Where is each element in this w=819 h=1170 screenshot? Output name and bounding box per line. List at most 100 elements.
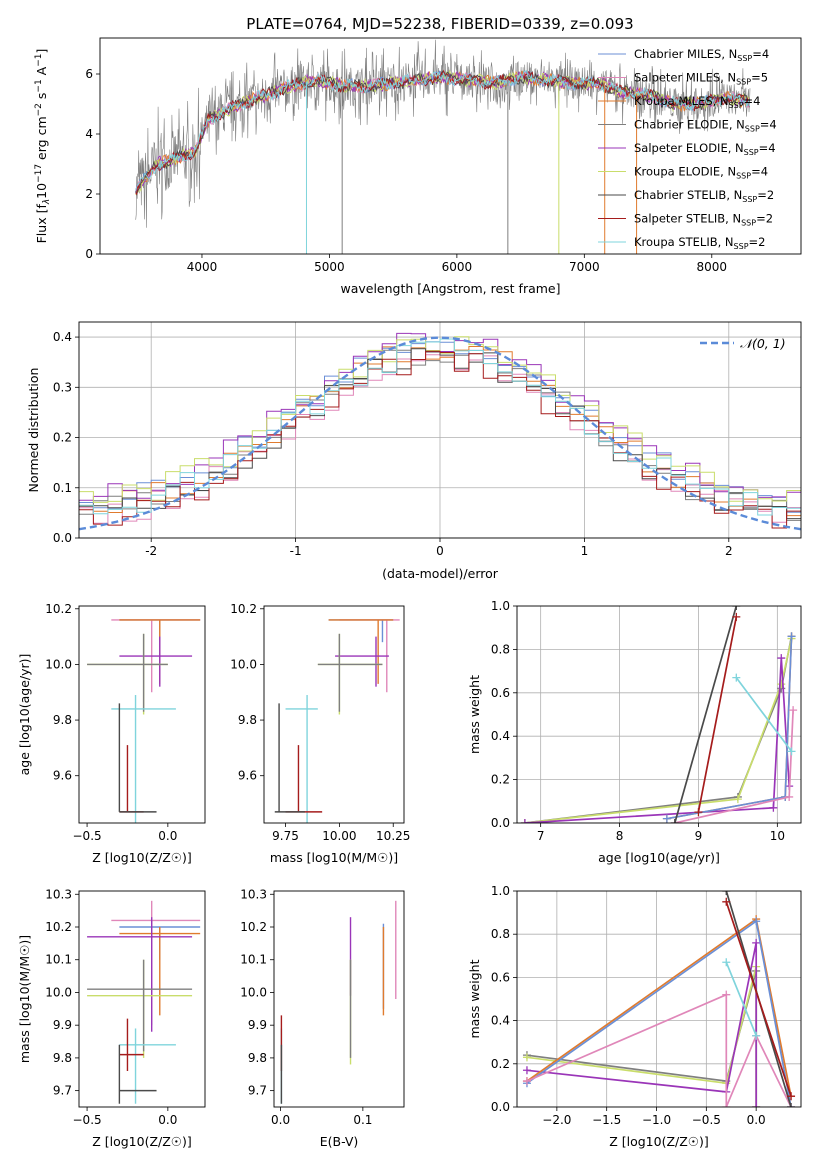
plus-marker: [522, 1077, 531, 1086]
histogram-step-line: [79, 350, 801, 529]
legend-text: Chabrier ELODIE, N: [634, 118, 745, 132]
legend-sub: SSP: [737, 54, 752, 63]
y-tick-label: 0.1: [53, 481, 72, 495]
legend-sub: SSP: [744, 148, 759, 157]
legend-suffix: =5: [751, 71, 768, 85]
legend-suffix: =2: [757, 188, 774, 202]
legend-text: Kroupa ELODIE, N: [634, 165, 736, 179]
axes-frame: [78, 605, 206, 824]
plus-marker: [787, 632, 796, 641]
legend-suffix: =2: [749, 235, 766, 249]
y-tick-label: 0.4: [53, 330, 72, 344]
mass-weight-line: [526, 942, 758, 1107]
ebv-mass-panel: 0.0 0.1 9.7 9.8 9.9 10.0 10.1 10.2 10.3 E(B-V): [240, 887, 405, 1149]
plot-area: [79, 322, 801, 538]
y-tick-label: 9.8: [53, 713, 72, 727]
figure-title: PLATE=0764, MJD=52238, FIBERID=0339, z=0…: [246, 15, 633, 33]
histogram-step-line: [79, 346, 801, 517]
spectrum-panel: 4000 5000 6000 7000 8000 0 2 4 6 wavelength [Angs…: [34, 37, 802, 296]
model-spectrum-line: [135, 70, 750, 196]
y-tick-label: 10.2: [230, 602, 257, 616]
plus-marker: [662, 814, 671, 823]
plus-marker: [520, 819, 529, 823]
legend-text: Salpeter STELIB, N: [634, 212, 741, 226]
legend-label: Salpeter ELODIE, NSSP=4: [634, 141, 776, 157]
y-tick-label: 9.6: [238, 769, 257, 783]
mass-weight-line: [526, 919, 792, 1107]
legend-label: 𝒩(0, 1): [740, 336, 786, 351]
plot-area: [517, 891, 801, 1107]
x-tick-label: 7000: [569, 260, 600, 274]
z-mass-panel: −0.5 0.0 9.7 9.8 9.9 10.0 10.1 10.2 10.3 Z [log10…: [17, 887, 206, 1149]
histogram-step-line: [79, 348, 801, 520]
axes-frame: [78, 321, 802, 539]
y-tick-label: 9.8: [238, 713, 257, 727]
histogram-step-line: [79, 354, 801, 524]
plus-marker: [522, 1053, 531, 1062]
y-tick-label: 9.8: [53, 1051, 72, 1065]
x-tick-label: 0.0: [747, 1113, 766, 1127]
y-tick-label: 10.2: [240, 920, 267, 934]
x-tick-label: 0.0: [271, 1113, 290, 1127]
y-tick-label: 0.2: [491, 773, 510, 787]
x-tick-label: 4000: [187, 260, 218, 274]
mass-weight-line: [526, 993, 792, 1107]
y-axis-label-part: Flux [f: [34, 204, 49, 244]
x-axis-label: age [log10(age/yr)]: [598, 850, 720, 865]
legend-sub: SSP: [734, 242, 749, 251]
model-spectrum-line: [135, 69, 750, 191]
mass-weight-line: [526, 970, 758, 1107]
y-axis-label: mass weight: [467, 959, 482, 1038]
y-tick-label: 10.0: [45, 657, 72, 671]
legend-text: Chabrier STELIB, N: [634, 188, 742, 202]
plot-area: [517, 606, 801, 823]
plus-marker: [777, 654, 786, 663]
y-axis-label-part: s: [34, 93, 49, 104]
legend-label: Kroupa STELIB, NSSP=2: [634, 235, 765, 251]
plus-marker: [752, 938, 761, 947]
x-tick-label: −2.0: [542, 1113, 571, 1127]
x-tick-label: 7: [537, 829, 545, 843]
plus-marker: [752, 917, 761, 926]
y-tick-label: 10.0: [240, 985, 267, 999]
legend-label: Chabrier MILES, NSSP=4: [634, 47, 769, 63]
legend-suffix: =4: [752, 47, 769, 61]
legend-sub: SSP: [729, 101, 744, 110]
y-tick-label: 9.7: [248, 1084, 267, 1098]
axes-frame: [516, 890, 802, 1108]
y-axis-label: Normed distribution: [26, 368, 41, 493]
y-axis-label-part: −2: [34, 103, 44, 116]
y-tick-label: 10.1: [240, 953, 267, 967]
legend-suffix: =4: [759, 141, 776, 155]
legend-suffix: =4: [751, 165, 768, 179]
plus-marker: [752, 1031, 761, 1040]
legend-text: Kroupa MILES, N: [634, 94, 729, 108]
axes-frame: [78, 890, 206, 1108]
x-tick-label: −0.5: [692, 1113, 721, 1127]
legend-sub: SSP: [736, 172, 751, 181]
x-tick-label: 0: [436, 544, 444, 558]
plus-marker: [694, 808, 703, 817]
plus-marker: [732, 606, 741, 610]
x-tick-label: −1.0: [642, 1113, 671, 1127]
legend-sub: SSP: [741, 219, 756, 228]
legend-text: Kroupa STELIB, N: [634, 235, 734, 249]
z-weight-panel: −2.0 −1.5 −1.0 −0.5 0.0 0.0 0.2 0.4 0.6 0.8 1.0 Z […: [467, 884, 802, 1149]
mass-weight-line: [735, 677, 793, 752]
y-tick-label: 10.3: [240, 887, 267, 901]
x-tick-label: 5000: [314, 260, 345, 274]
plot-area: [274, 619, 400, 823]
y-axis-label: mass [log10(M/M☉)]: [17, 935, 32, 1063]
y-tick-label: 10.1: [45, 953, 72, 967]
plus-marker: [787, 1092, 796, 1101]
y-tick-label: 0.2: [491, 1057, 510, 1071]
legend-text: Salpeter ELODIE, N: [634, 141, 744, 155]
mass-weight-line: [526, 917, 792, 1097]
y-axis-label-part: λ: [42, 199, 52, 205]
legend-sub: SSP: [736, 78, 751, 87]
mass-weight-line: [725, 901, 792, 1097]
plus-marker: [785, 792, 794, 801]
y-tick-label: 0.0: [491, 1100, 510, 1114]
mass-weight-line: [524, 638, 793, 823]
